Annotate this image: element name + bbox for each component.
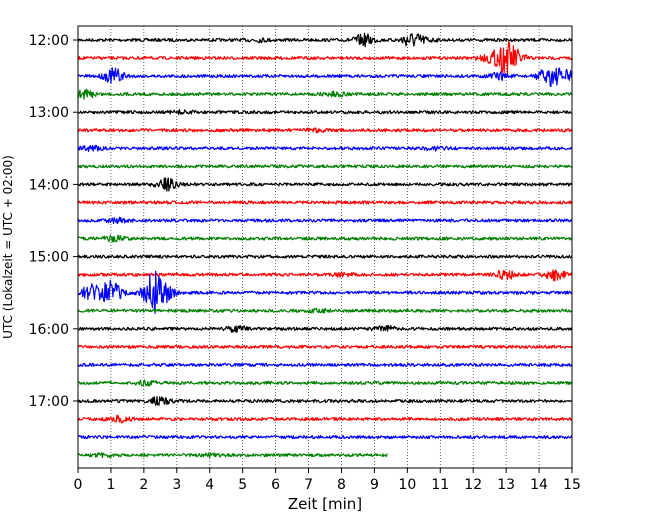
- trace-1445: [77, 234, 573, 243]
- x-tick-label: 1: [106, 477, 115, 493]
- trace-1745: [77, 452, 388, 459]
- trace-1515: [77, 269, 573, 282]
- trace-1315: [77, 127, 573, 134]
- x-tick-label: 11: [431, 477, 449, 493]
- trace-1400: [77, 177, 573, 192]
- x-tick-label: 15: [563, 477, 581, 493]
- plot-frame: [77, 25, 573, 469]
- x-tick-label: 13: [497, 477, 515, 493]
- plot-area: [78, 26, 572, 468]
- x-axis-ticks: 0 1 2 3 4 5 6 7 8 9 10 11 12 13 14 15: [74, 468, 581, 493]
- x-tick-label: 7: [304, 477, 313, 493]
- x-tick-label: 6: [271, 477, 280, 493]
- x-tick-label: 8: [337, 477, 346, 493]
- y-axis-label: UTC (Lokalzeit = UTC + 02:00): [1, 155, 15, 339]
- trace-1700: [77, 395, 573, 406]
- trace-1530: [77, 270, 573, 315]
- trace-1245: [77, 88, 573, 100]
- trace-1430: [77, 216, 573, 225]
- x-axis-label: Zeit [min]: [288, 495, 362, 513]
- trace-1545: [77, 307, 573, 314]
- trace-1330: [77, 144, 573, 153]
- x-tick-label: 10: [398, 477, 416, 493]
- x-tick-label: 14: [530, 477, 548, 493]
- trace-group: [77, 32, 573, 459]
- x-tick-label: 3: [172, 477, 181, 493]
- x-tick-label: 12: [464, 477, 482, 493]
- trace-1300: [77, 109, 573, 116]
- y-tick-label: 16:00: [29, 322, 69, 338]
- x-tick-label: 9: [370, 477, 379, 493]
- trace-1615: [77, 344, 573, 349]
- y-tick-label: 14:00: [29, 177, 69, 193]
- x-tick-label: 2: [139, 477, 148, 493]
- trace-1630: [77, 362, 573, 367]
- y-tick-label: 13:00: [29, 105, 69, 121]
- trace-1715: [77, 414, 573, 424]
- trace-1645: [77, 379, 573, 387]
- trace-1230: [77, 67, 573, 88]
- x-tick-label: 0: [74, 477, 83, 493]
- trace-1500: [77, 254, 573, 259]
- trace-1600: [77, 324, 573, 333]
- trace-1345: [77, 164, 573, 169]
- trace-1415: [77, 200, 573, 205]
- y-tick-label: 12:00: [29, 33, 69, 49]
- trace-1200: [77, 32, 573, 48]
- y-axis-ticks: 12:00 13:00 14:00 15:00 16:00 17:00: [29, 33, 78, 410]
- y-tick-label: 15:00: [29, 250, 69, 266]
- x-tick-label: 4: [205, 477, 214, 493]
- x-tick-label: 5: [238, 477, 247, 493]
- trace-1215: [77, 41, 573, 76]
- y-tick-label: 17:00: [29, 394, 69, 410]
- trace-1730: [77, 435, 573, 440]
